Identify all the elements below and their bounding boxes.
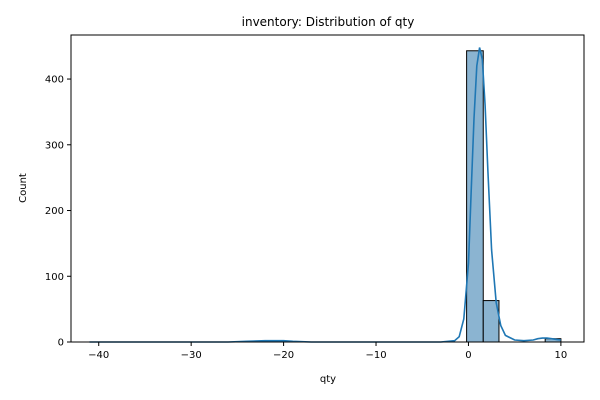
y-axis-label: Count <box>18 173 29 203</box>
x-axis-label: qty <box>320 374 336 385</box>
plot-area <box>89 47 562 343</box>
y-axis-ticks: 0 100 200 300 400 <box>45 75 71 349</box>
chart-title: inventory: Distribution of qty <box>242 15 415 29</box>
x-tick-label: −30 <box>181 350 202 361</box>
x-tick-label: 0 <box>465 350 471 361</box>
y-tick-label: 400 <box>45 75 64 86</box>
x-tick-label: −40 <box>88 350 109 361</box>
x-tick-label: −10 <box>365 350 386 361</box>
x-axis-ticks: −40 −30 −20 −10 0 10 <box>88 342 567 361</box>
y-tick-label: 300 <box>45 140 64 151</box>
axes-frame <box>70 34 585 343</box>
y-tick-label: 100 <box>45 272 64 283</box>
y-tick-label: 200 <box>45 206 64 217</box>
x-tick-label: 10 <box>555 350 568 361</box>
y-tick-label: 0 <box>58 338 64 349</box>
kde-line <box>89 47 562 343</box>
x-tick-label: −20 <box>273 350 294 361</box>
